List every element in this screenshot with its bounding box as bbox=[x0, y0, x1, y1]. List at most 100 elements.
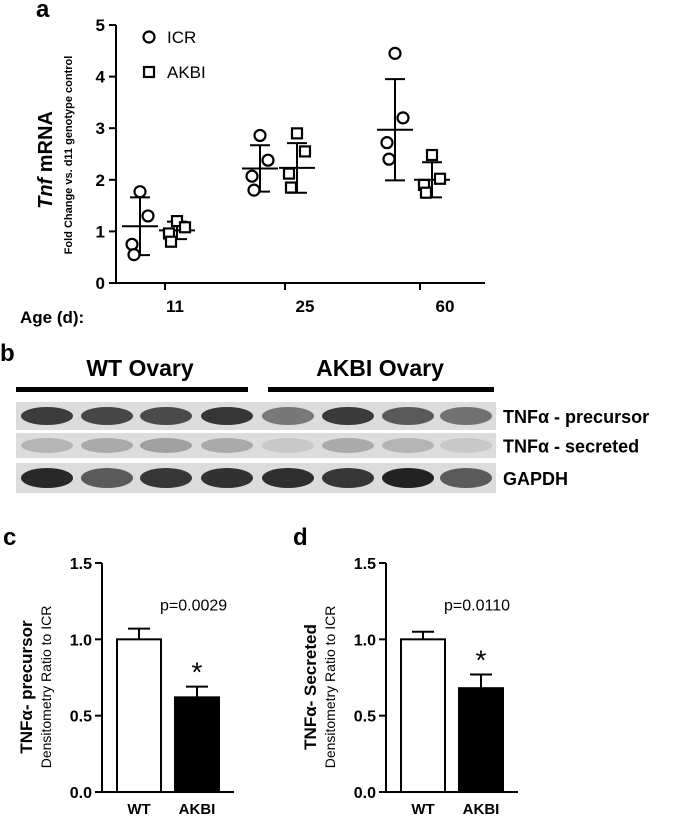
y-tick-label: 2 bbox=[96, 171, 105, 190]
y-tick-label: 1 bbox=[96, 222, 105, 241]
blot-group-bar-akbi bbox=[268, 387, 494, 392]
data-point-icr bbox=[382, 152, 396, 166]
data-point-icr bbox=[245, 169, 259, 183]
panel-label-a: a bbox=[36, 0, 50, 23]
data-point-akbi bbox=[170, 214, 184, 228]
blot-band bbox=[21, 438, 73, 453]
y-tick-label: 0.5 bbox=[70, 709, 92, 726]
y-tick-label: 1.5 bbox=[70, 556, 92, 573]
blot-band bbox=[440, 438, 492, 453]
x-axis-label: Age (d): bbox=[20, 308, 84, 327]
y-tick-label: 1.0 bbox=[354, 632, 376, 649]
bar-wt bbox=[400, 638, 446, 794]
data-point-icr bbox=[253, 128, 267, 143]
data-point-icr bbox=[380, 136, 394, 150]
data-point-icr bbox=[133, 185, 147, 199]
blot-band bbox=[262, 438, 314, 453]
data-point-icr bbox=[396, 111, 410, 125]
blot-band bbox=[262, 468, 314, 488]
y-tick-label: 0.0 bbox=[354, 785, 376, 802]
panel-label-c: c bbox=[3, 524, 17, 551]
blot-row-label: TNFα - precursor bbox=[503, 407, 649, 427]
data-point-akbi bbox=[178, 221, 192, 234]
blot-band bbox=[322, 438, 374, 453]
bar-wt bbox=[116, 638, 162, 794]
blot-row-label: GAPDH bbox=[503, 469, 568, 489]
y-tick-label: 5 bbox=[96, 16, 105, 35]
data-point-icr bbox=[388, 46, 402, 60]
y-tick-label: 1.0 bbox=[70, 632, 92, 649]
y-axis-sublabel: Densitometry Ratio to ICR bbox=[322, 606, 338, 769]
blot-band bbox=[140, 407, 192, 425]
legend-marker-icr bbox=[142, 30, 156, 44]
y-tick-label: 4 bbox=[96, 68, 106, 87]
data-point-akbi bbox=[433, 172, 447, 185]
tnf-mrna-scatter-chart: 0 1 2 3 4 5 11 25 60 Age (d): Tnf mRNA Fold Change … bbox=[20, 16, 485, 327]
y-axis-sublabel: Densitometry Ratio to ICR bbox=[38, 606, 54, 769]
legend-marker-akbi bbox=[142, 65, 156, 79]
legend-label-akbi: AKBI bbox=[167, 63, 206, 82]
data-point-icr bbox=[247, 183, 261, 197]
blot-band bbox=[322, 468, 374, 488]
blot-group-bar-wt bbox=[16, 387, 248, 392]
blot-band bbox=[81, 468, 133, 488]
blot-band bbox=[140, 468, 192, 488]
blot-band bbox=[201, 407, 253, 425]
tnf-precursor-bar-chart: 0.0 0.5 1.0 1.5 WT AKBI p=0.0029 * TNFα- precurs… bbox=[17, 556, 234, 817]
y-tick-label: 3 bbox=[96, 119, 105, 138]
data-point-akbi bbox=[164, 235, 178, 248]
blot-band bbox=[382, 407, 434, 425]
y-axis-sublabel: Fold Change vs. d11 genotype control bbox=[63, 56, 75, 255]
blot-band bbox=[21, 468, 73, 488]
y-tick-label: 0.0 bbox=[70, 785, 92, 802]
blot-band bbox=[382, 438, 434, 453]
blot-band bbox=[322, 407, 374, 425]
blot-band bbox=[21, 407, 73, 425]
y-tick-label: 0.5 bbox=[354, 709, 376, 726]
data-point-akbi bbox=[282, 167, 296, 180]
x-tick-label: 60 bbox=[436, 297, 455, 316]
y-tick-label: 0 bbox=[96, 274, 105, 293]
blot-band bbox=[440, 468, 492, 488]
tnf-secreted-bar-chart: 0.0 0.5 1.0 1.5 WT AKBI p=0.0110 * TNFα- Secrete… bbox=[301, 556, 518, 817]
bar-akbi bbox=[174, 696, 220, 793]
data-point-akbi bbox=[425, 148, 439, 162]
blot-band bbox=[81, 407, 133, 425]
x-tick-label: 11 bbox=[166, 297, 184, 316]
data-point-akbi bbox=[284, 181, 298, 194]
data-point-akbi bbox=[298, 145, 312, 158]
data-point-icr bbox=[125, 237, 139, 251]
data-point-akbi bbox=[290, 127, 304, 140]
data-point-icr bbox=[127, 248, 141, 262]
blot-group-label-akbi: AKBI Ovary bbox=[316, 355, 444, 381]
bar-akbi bbox=[458, 687, 504, 793]
y-axis-label: Tnf mRNA bbox=[35, 111, 57, 209]
western-blot: WT Ovary AKBI Ovary TNFα - precursor TNFα -… bbox=[16, 355, 649, 493]
significance-star: * bbox=[192, 657, 203, 688]
y-tick-label: 1.5 bbox=[354, 556, 376, 573]
blot-group-label-wt: WT Ovary bbox=[86, 355, 194, 381]
blot-band bbox=[201, 468, 253, 488]
blot-band bbox=[81, 438, 133, 453]
y-axis-label: TNFα- precursor bbox=[17, 620, 36, 754]
blot-band bbox=[382, 468, 434, 488]
significance-star: * bbox=[476, 644, 487, 675]
x-tick-label: AKBI bbox=[463, 801, 500, 817]
y-axis-label: TNFα- Secreted bbox=[301, 624, 320, 750]
x-tick-label: WT bbox=[411, 801, 434, 817]
blot-band bbox=[440, 407, 492, 425]
data-point-akbi bbox=[419, 186, 433, 199]
x-tick-label: 25 bbox=[296, 297, 315, 316]
p-value-label: p=0.0029 bbox=[160, 598, 227, 615]
blot-row-label: TNFα - secreted bbox=[503, 437, 639, 457]
data-point-icr bbox=[141, 209, 155, 223]
blot-band bbox=[140, 438, 192, 453]
blot-band bbox=[201, 438, 253, 453]
legend-label-icr: ICR bbox=[167, 28, 196, 47]
panel-label-d: d bbox=[293, 524, 308, 551]
p-value-label: p=0.0110 bbox=[444, 598, 510, 615]
blot-band bbox=[262, 407, 314, 425]
data-point-icr bbox=[261, 153, 275, 167]
x-tick-label: AKBI bbox=[179, 801, 216, 817]
x-tick-label: WT bbox=[127, 801, 150, 817]
